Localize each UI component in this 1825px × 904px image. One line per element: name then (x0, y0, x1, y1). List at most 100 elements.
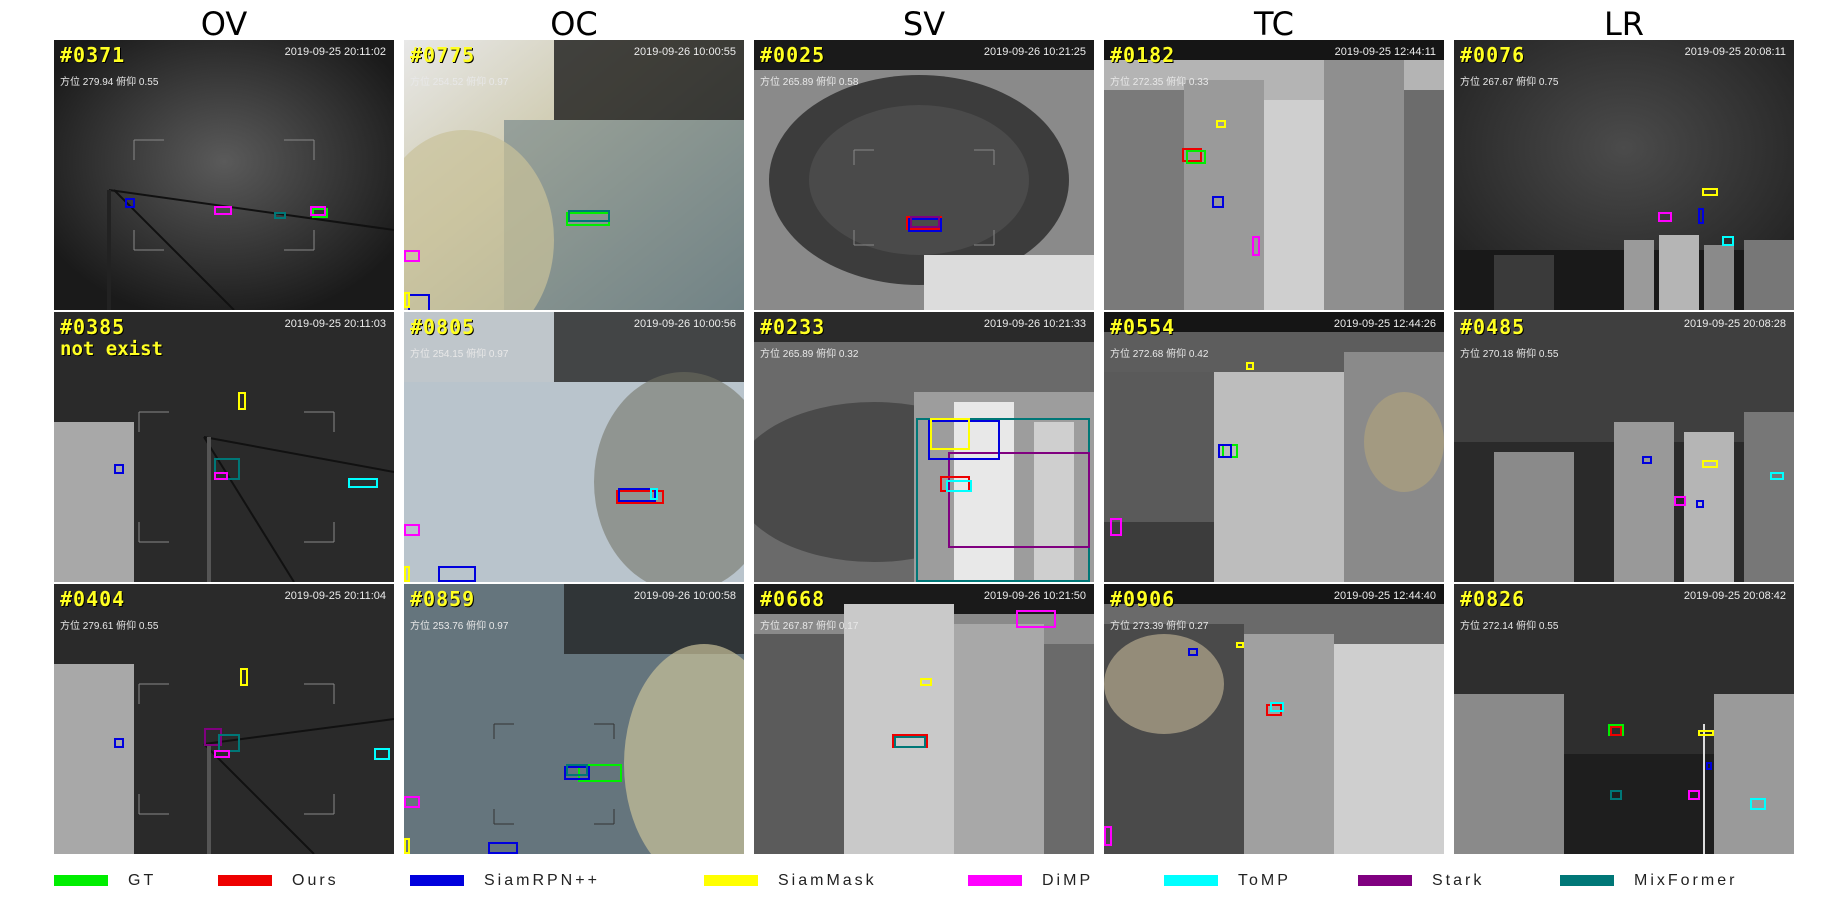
angle-readout: 方位 265.89 俯仰 0.32 (760, 349, 859, 360)
timestamp: 2019-09-25 20:08:42 (1683, 590, 1786, 602)
timestamp: 2019-09-25 12:44:26 (1333, 318, 1436, 330)
angle-readout: 方位 270.18 俯仰 0.55 (1460, 349, 1559, 360)
box-siamrpn (1218, 444, 1232, 458)
box-dimp (404, 250, 420, 262)
angle-readout: 方位 265.89 俯仰 0.58 (760, 77, 859, 88)
tracking-panel: #0385 not exist 2019-09-25 20:11:03 (54, 312, 394, 582)
angle-readout: 方位 272.35 俯仰 0.33 (1110, 77, 1209, 88)
box-dimp (214, 750, 230, 758)
box-mixformer (568, 210, 610, 222)
column-header-tc: TC (1253, 5, 1294, 43)
angle-readout: 方位 279.94 俯仰 0.55 (60, 77, 159, 88)
angle-readout: 方位 273.39 俯仰 0.27 (1110, 621, 1209, 632)
legend-label: MixFormer (1634, 872, 1738, 889)
panel-image (404, 312, 744, 582)
box-tomp (1770, 472, 1784, 480)
box-siamrpn (125, 198, 135, 208)
frame-number: #0182 (1110, 43, 1176, 67)
box-siamrpn (618, 488, 656, 502)
box-dimp (404, 524, 420, 536)
box-dimp (1658, 212, 1672, 222)
box-siamrpn (564, 766, 590, 780)
box-mixformer (1610, 790, 1622, 800)
legend-swatch (968, 875, 1022, 886)
legend-label: ToMP (1238, 872, 1291, 889)
tracking-panel: #0775 2019-09-26 10:00:55 方位 254.52 俯仰 0… (404, 40, 744, 310)
tracking-panel: #0025 2019-09-26 10:21:25 方位 265.89 俯仰 0… (754, 40, 1094, 310)
tracking-panel: #0076 2019-09-25 20:08:11 方位 267.67 俯仰 0… (1454, 40, 1794, 310)
frame-number: #0371 (60, 43, 126, 67)
panel-image (54, 312, 394, 582)
legend-swatch (218, 875, 272, 886)
box-dimp (1252, 236, 1260, 256)
box-dimp (1688, 790, 1700, 800)
column-header-lr: LR (1603, 5, 1645, 43)
box-siamrpn (1188, 648, 1198, 656)
box-siammask (1216, 120, 1226, 128)
frame-number: #0233 (760, 315, 826, 339)
legend-label: DiMP (1042, 872, 1094, 889)
panel-image (754, 40, 1094, 310)
panel-image (1454, 584, 1794, 854)
box-siamrpn (438, 566, 476, 582)
box-siamrpn (1706, 762, 1712, 770)
timestamp: 2019-09-25 20:08:11 (1684, 46, 1786, 58)
box-siammask (238, 392, 246, 410)
angle-readout: 方位 254.52 俯仰 0.97 (410, 77, 509, 88)
box-siammask (404, 838, 410, 854)
legend-swatch (704, 875, 758, 886)
tracking-panel: #0859 2019-09-26 10:00:58 方位 253.76 俯仰 0… (404, 584, 744, 854)
panel-image (1454, 40, 1794, 310)
box-siamrpn (908, 218, 942, 232)
box-siamrpn (408, 294, 430, 310)
tracking-panel: #0906 2019-09-25 12:44:40 方位 273.39 俯仰 0… (1104, 584, 1444, 854)
box-siammask (920, 678, 932, 686)
frame-number: #0404 (60, 587, 126, 611)
tracking-panel: #0554 2019-09-25 12:44:26 方位 272.68 俯仰 0… (1104, 312, 1444, 582)
legend-swatch (1358, 875, 1412, 886)
timestamp: 2019-09-25 12:44:40 (1333, 590, 1436, 602)
frame-number: #0805 (410, 315, 476, 339)
panel-image (404, 584, 744, 854)
angle-readout: 方位 254.15 俯仰 0.97 (410, 349, 509, 360)
box-tomp (1270, 702, 1284, 712)
box-dimp (310, 206, 326, 216)
timestamp: 2019-09-25 20:11:03 (284, 318, 386, 330)
panel-image (1104, 40, 1444, 310)
box-ours (1610, 726, 1622, 736)
frame-number: #0025 (760, 43, 826, 67)
box-dimp (1104, 826, 1112, 846)
box-stark (910, 216, 940, 228)
frame-number: #0554 (1110, 315, 1176, 339)
legend-swatch (1164, 875, 1218, 886)
box-siammask (930, 418, 970, 450)
legend-swatch (1560, 875, 1614, 886)
box-tomp (348, 478, 378, 488)
box-dimp (1016, 610, 1056, 628)
timestamp: 2019-09-25 20:08:28 (1683, 318, 1786, 330)
tracking-panel: #0404 2019-09-25 20:11:04 方位 279.61 俯仰 0… (54, 584, 394, 854)
box-siamrpn (114, 464, 124, 474)
box-tomp (374, 748, 390, 760)
box-siammask (1702, 460, 1718, 468)
box-tomp (1722, 236, 1734, 246)
box-siamrpn (1698, 208, 1704, 224)
tracking-panel: #0485 2019-09-25 20:08:28 方位 270.18 俯仰 0… (1454, 312, 1794, 582)
panel-image (54, 40, 394, 310)
box-siammask (404, 566, 410, 582)
timestamp: 2019-09-26 10:00:56 (633, 318, 736, 330)
box-ours (616, 490, 664, 504)
legend-label: SiamRPN++ (484, 872, 600, 889)
panel-image (754, 312, 1094, 582)
angle-readout: 方位 279.61 俯仰 0.55 (60, 621, 159, 632)
panel-image (54, 584, 394, 854)
box-mixformer (566, 764, 588, 776)
box-dimp (1110, 518, 1122, 536)
tracking-panel: #0371 2019-09-25 20:11:02 方位 279.94 俯仰 0… (54, 40, 394, 310)
box-ours (1182, 148, 1202, 162)
tracking-panel: #0182 2019-09-25 12:44:11 方位 272.35 俯仰 0… (1104, 40, 1444, 310)
box-mixformer (274, 212, 286, 219)
frame-number: #0485 (1460, 315, 1526, 339)
timestamp: 2019-09-26 10:00:58 (633, 590, 736, 602)
box-tomp (1750, 798, 1766, 810)
